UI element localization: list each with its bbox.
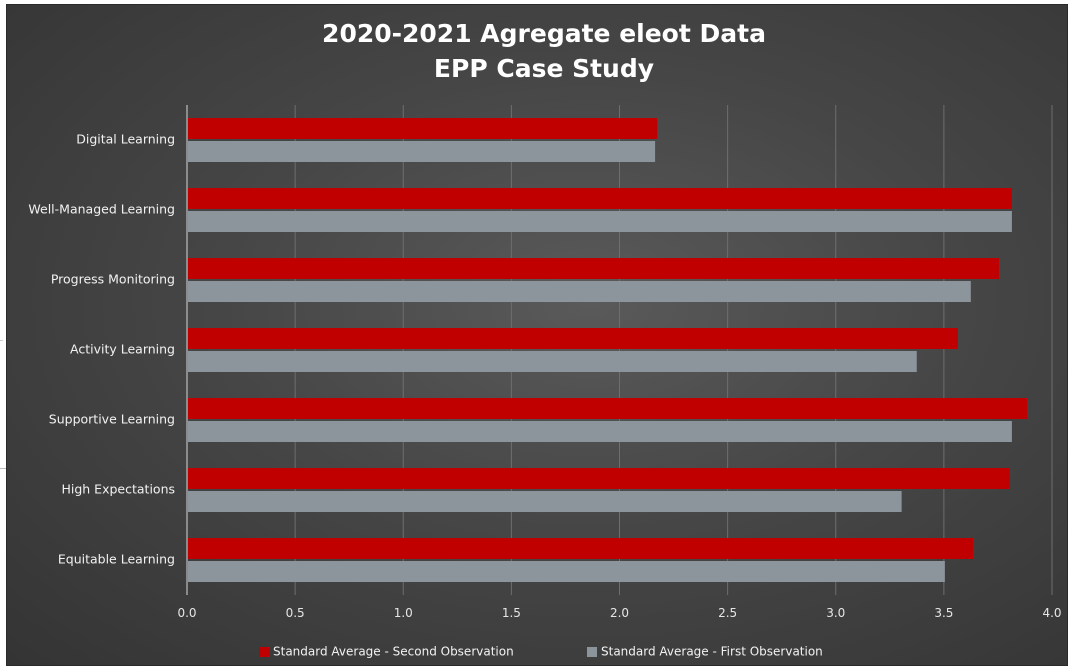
bar-second-observation	[188, 188, 1012, 209]
bar-second-observation	[188, 398, 1028, 419]
bar-second-observation	[188, 538, 973, 559]
bar-second-observation	[188, 258, 999, 279]
category-label: Equitable Learning	[58, 552, 175, 567]
bar-second-observation	[188, 328, 958, 349]
x-tick-label: 3.0	[826, 606, 845, 620]
category-labels: Digital Learning Well-Managed Learning Pro…	[28, 132, 175, 567]
gridlines	[294, 105, 1053, 595]
bar-first-observation	[188, 491, 902, 512]
legend-swatch	[259, 647, 269, 657]
bar-first-observation	[188, 561, 945, 582]
legend: Standard Average - Second Observation Sta…	[259, 645, 823, 659]
bar-chart: 2020-2021 Agregate eleot Data EPP Case S…	[28, 19, 1061, 659]
bar-first-observation	[188, 281, 971, 302]
chart-area: 2020-2021 Agregate eleot Data EPP Case S…	[6, 4, 1068, 666]
x-tick-label: 1.5	[502, 606, 521, 620]
bar-first-observation	[188, 211, 1012, 232]
margin-tick	[0, 340, 3, 341]
x-tick-label: 1.0	[394, 606, 413, 620]
bars	[188, 118, 1028, 582]
bar-first-observation	[188, 421, 1012, 442]
category-label: Activity Learning	[70, 342, 175, 357]
legend-label: Standard Average - Second Observation	[273, 645, 514, 659]
category-label: Supportive Learning	[49, 412, 175, 427]
x-tick-labels: 0.0 0.5 1.0 1.5 2.0 2.5 3.0 3.5 4.0	[177, 606, 1061, 620]
x-tick-label: 4.0	[1042, 606, 1061, 620]
legend-label: Standard Average - First Observation	[601, 645, 823, 659]
category-label: Progress Monitoring	[51, 272, 175, 287]
chart-title-line-2: EPP Case Study	[434, 54, 654, 83]
x-tick-label: 2.5	[718, 606, 737, 620]
bar-second-observation	[188, 118, 658, 139]
x-tick-label: 0.5	[286, 606, 305, 620]
bar-first-observation	[188, 141, 656, 162]
bar-second-observation	[188, 468, 1010, 489]
legend-swatch	[587, 647, 597, 657]
bar-first-observation	[188, 351, 917, 372]
category-label: Well-Managed Learning	[28, 202, 175, 217]
category-label: High Expectations	[61, 482, 175, 497]
chart-title-line-1: 2020-2021 Agregate eleot Data	[322, 19, 766, 48]
margin-tick	[0, 468, 6, 469]
x-tick-label: 2.0	[610, 606, 629, 620]
x-tick-label: 0.0	[177, 606, 196, 620]
category-label: Digital Learning	[76, 132, 175, 147]
x-tick-label: 3.5	[934, 606, 953, 620]
chart-title: 2020-2021 Agregate eleot Data EPP Case S…	[322, 19, 766, 83]
